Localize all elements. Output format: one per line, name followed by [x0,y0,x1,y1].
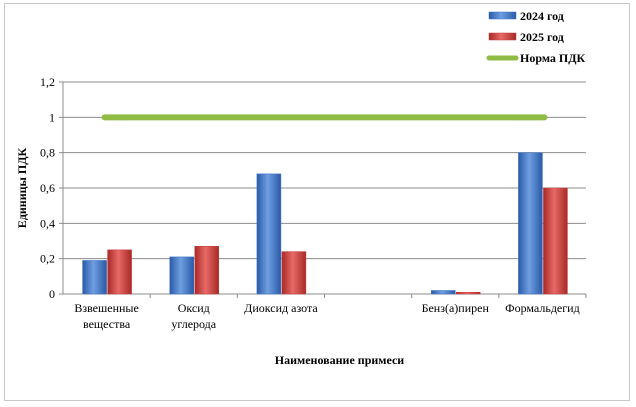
bar-series1 [431,290,456,295]
bar-series1 [256,173,282,295]
bar-series1 [518,152,543,295]
y-tick-label: 0,6 [40,181,55,195]
bar-series1 [82,260,107,295]
axes [59,81,587,298]
category-label: Формальдегид [505,301,580,315]
bar-series2 [281,251,307,295]
y-axis-title: Единицы ПДК [15,148,29,229]
category-label: Бенз(а)пирен [422,301,490,315]
category-label: Диоксид азота [244,301,318,315]
legend: 2024 год 2025 год Норма ПДК [486,9,586,65]
bar-series2 [543,187,568,295]
category-label: Оксид [178,301,210,315]
y-tick-label: 1 [49,110,55,124]
bars [82,152,568,295]
gridlines [63,81,586,260]
category-label: вещества [83,317,131,331]
bar-series2 [194,246,219,295]
y-tick-label: 0,8 [40,146,55,160]
bar-series1 [169,256,194,295]
bar-series2 [107,249,132,295]
bar-series2 [456,291,481,295]
y-tick-label: 0 [49,287,55,301]
legend-swatch-2 [488,32,517,41]
y-tick-label: 0,2 [40,252,55,266]
legend-swatch-1 [488,11,517,20]
legend-label-2: 2025 год [520,30,564,44]
category-label: углерода [171,317,216,331]
legend-label-1: 2024 год [520,9,564,23]
axis-labels: 0 0,2 0,4 0,6 0,8 1 1,2 Взвешенные вещества Оксид… [15,75,580,367]
category-label: Взвешенные [74,301,138,315]
y-tick-label: 1,2 [40,75,55,89]
x-axis-title: Наименование примеси [275,353,404,367]
legend-label-3: Норма ПДК [520,51,586,65]
y-tick-label: 0,4 [40,216,55,230]
